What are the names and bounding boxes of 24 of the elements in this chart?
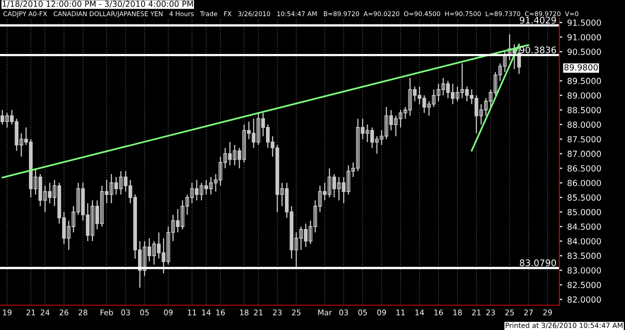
y-tick-label: 82.5000: [568, 282, 601, 288]
text: 89.9800: [564, 64, 598, 71]
chart-title: 1/18/2010 12:00:00 PM - 3/30/2010 4:00:00 PM: [2, 0, 193, 8]
y-tick-label: 84.0000: [568, 238, 601, 244]
y-tick-label: 91.5000: [568, 20, 601, 26]
y-tick-label: 85.0000: [568, 208, 601, 216]
y-tick-label: 89.5000: [568, 78, 601, 84]
y-tick-label: 83.0000: [568, 267, 601, 274]
y-tick-label: 87.0000: [568, 150, 601, 157]
ref-line-label: 83.0790: [520, 259, 556, 266]
y-tick-label: 88.5000: [568, 106, 601, 114]
y-tick-label: 83.5000: [568, 252, 601, 259]
y-tick-label: 82.0000: [568, 296, 601, 303]
ref-line-label: 90.3836: [520, 46, 556, 54]
y-tick-label: 86.5000: [568, 165, 601, 172]
y-tick-label: 90.5000: [568, 48, 601, 55]
y-tick-label: 86.0000: [568, 180, 601, 186]
y-tick-label: 88.0000: [568, 122, 601, 128]
y-tick-label: 91.0000: [568, 34, 601, 40]
y-tick-label: 84.5000: [568, 224, 601, 230]
ref-line-label: 91.4029: [520, 16, 556, 24]
y-tick-label: 85.5000: [568, 194, 601, 201]
y-tick-label: 89.0000: [568, 92, 601, 99]
y-tick-label: 87.5000: [568, 136, 601, 142]
